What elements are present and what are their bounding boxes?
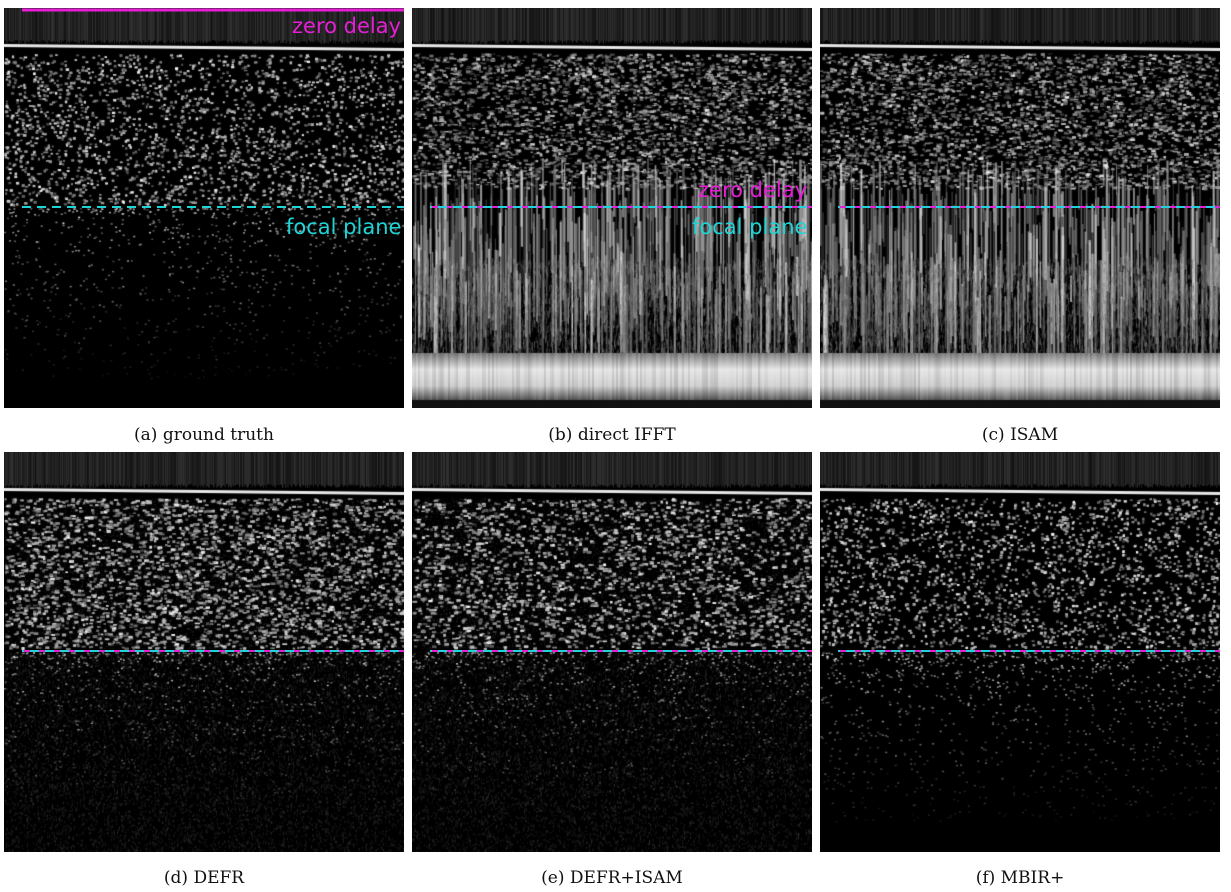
direct-ifft-overlay: zero delay focal plane: [430, 178, 812, 239]
caption-direct-ifft: (b) direct IFFT: [548, 425, 676, 445]
ground-truth-overlay: zero delay focal plane: [22, 8, 404, 239]
caption-ground-truth: (a) ground truth: [134, 425, 274, 445]
panel-isam-image: [820, 8, 1220, 408]
caption-mbir-plus: (f) MBIR+: [975, 868, 1065, 888]
defr-overlay: [22, 650, 404, 652]
caption-defr-isam: (e) DEFR+ISAM: [541, 868, 683, 888]
panel-defr-image: [4, 452, 404, 852]
isam-overlay: [838, 206, 1220, 208]
mbir-plus-overlay: [838, 650, 1220, 652]
panel-defr-isam-image: [412, 452, 812, 852]
focal-plane-label: focal plane: [692, 215, 807, 239]
zero-delay-label: zero delay: [698, 178, 807, 202]
caption-defr: (d) DEFR: [163, 868, 245, 888]
panel-mbir-plus-image: [820, 452, 1220, 852]
zero-delay-label: zero delay: [292, 14, 401, 38]
defr-isam-overlay: [430, 650, 812, 652]
panel-ground-truth-image: zero delay focal plane: [4, 8, 404, 408]
focal-plane-label: focal plane: [286, 215, 401, 239]
panel-direct-ifft-image: zero delay focal plane: [412, 8, 812, 408]
caption-isam: (c) ISAM: [981, 425, 1059, 445]
